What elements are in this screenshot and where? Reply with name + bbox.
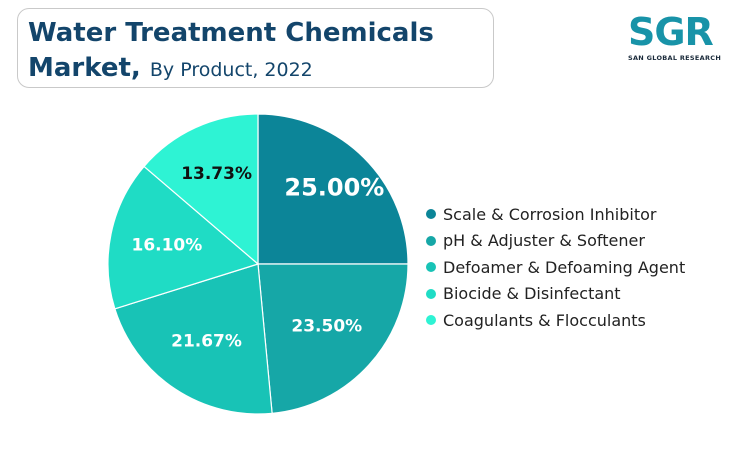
legend-label: Scale & Corrosion Inhibitor [443, 204, 657, 224]
legend-label: pH & Adjuster & Softener [443, 231, 645, 251]
legend-item: Scale & Corrosion Inhibitor [426, 201, 685, 228]
legend-label: Coagulants & Flocculants [443, 310, 646, 330]
legend-item: Defoamer & Defoaming Agent [426, 254, 685, 281]
pie-slice-5 [143, 113, 259, 266]
chart-title: Water Treatment Chemicals [28, 18, 434, 48]
legend: Scale & Corrosion Inhibitor pH & Adjuster… [426, 201, 685, 334]
slice-label-5: 13.73% [181, 164, 252, 184]
logo-mark: SGR [628, 10, 714, 54]
chart-subtitle: By Product, 2022 [149, 59, 313, 81]
sgr-logo: SGR SAN GLOBAL RESEARCH [622, 10, 722, 66]
legend-dot-icon [426, 288, 436, 299]
legend-item: pH & Adjuster & Softener [426, 228, 685, 255]
chart-title-market: Market, [28, 53, 141, 83]
slice-label-2: 23.50% [291, 317, 362, 337]
logo-subtext: SAN GLOBAL RESEARCH [628, 54, 722, 62]
pie-slice-3 [114, 263, 273, 415]
legend-dot-icon [426, 209, 436, 220]
pie-slice-1 [257, 113, 409, 265]
legend-dot-icon [426, 315, 436, 326]
slice-label-1: 25.00% [284, 174, 384, 202]
legend-item: Coagulants & Flocculants [426, 307, 685, 334]
legend-dot-icon [426, 262, 436, 273]
slice-label-3: 21.67% [171, 331, 242, 351]
slice-label-4: 16.10% [131, 235, 202, 255]
legend-dot-icon [426, 235, 436, 246]
legend-label: Biocide & Disinfectant [443, 284, 621, 304]
legend-label: Defoamer & Defoaming Agent [443, 257, 686, 277]
title-box: Water Treatment Chemicals Market, By Pro… [17, 8, 494, 88]
pie-slice-2 [257, 263, 409, 414]
pie-slice-4 [107, 165, 260, 310]
chart-title-line2: Market, By Product, 2022 [28, 53, 313, 83]
legend-item: Biocide & Disinfectant [426, 281, 685, 308]
